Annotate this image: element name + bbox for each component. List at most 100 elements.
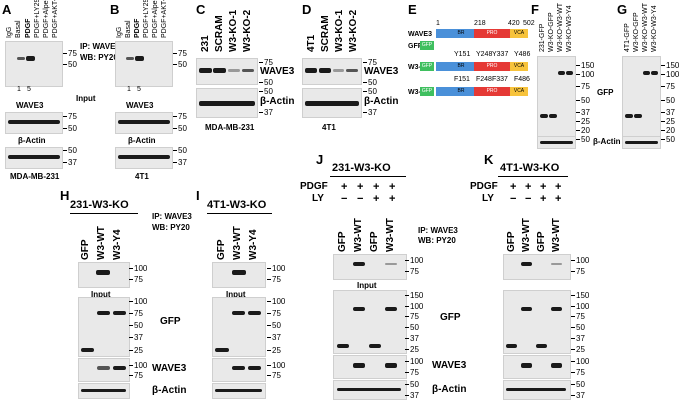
mw-marker: 50 bbox=[63, 124, 77, 133]
panel-title: 4T1-W3-KO bbox=[207, 199, 267, 211]
lane-label: W3-KO-1 bbox=[228, 9, 239, 52]
lane-label: PDGF+LY294002 bbox=[34, 0, 41, 38]
blot-actin bbox=[5, 147, 63, 169]
panel-label-h: H bbox=[60, 188, 70, 203]
mw-marker: 50 bbox=[259, 78, 273, 87]
domain-br: BR bbox=[448, 29, 474, 38]
mw-marker: 75 bbox=[405, 267, 419, 276]
mw-marker: 100 bbox=[570, 256, 590, 265]
mw-marker: 37 bbox=[405, 334, 419, 343]
mw-marker: 37 bbox=[576, 108, 590, 117]
lane-label: PDGF+AKT-inh bbox=[52, 0, 59, 38]
panel-label-k: K bbox=[484, 152, 494, 167]
mw-marker: 50 bbox=[576, 135, 590, 144]
wb-note: WB: PY20 bbox=[418, 236, 456, 245]
construct-label: GFP bbox=[408, 43, 423, 50]
site-label: F337 bbox=[492, 76, 508, 83]
mw-marker: 150 bbox=[570, 291, 590, 300]
lane-label: W3-WT bbox=[521, 218, 532, 252]
mw-marker: 37 bbox=[129, 333, 143, 342]
lane-label: Basal bbox=[125, 20, 132, 38]
treatment-sign: − bbox=[510, 193, 517, 205]
treatment-sign: − bbox=[525, 193, 532, 205]
mw-marker: 50 bbox=[173, 60, 187, 69]
input-label: Input bbox=[357, 281, 377, 290]
construct-label: W3-WT bbox=[408, 64, 432, 72]
lane-number: 1 bbox=[127, 86, 131, 93]
position-label: 1 bbox=[436, 20, 440, 27]
blot-actin bbox=[333, 380, 407, 400]
mw-marker: 75 bbox=[405, 312, 419, 321]
wave3-label: WAVE3 bbox=[152, 363, 187, 374]
input-label: Input bbox=[76, 94, 96, 103]
domain-whd bbox=[436, 87, 448, 96]
mw-marker: 50 bbox=[267, 321, 281, 330]
wave3-label: WAVE3 bbox=[432, 360, 467, 371]
mw-marker: 100 bbox=[404, 256, 424, 265]
domain-br: BR bbox=[448, 87, 474, 96]
actin-label: β-Actin bbox=[593, 137, 621, 146]
lane-label: W3-WT bbox=[385, 218, 396, 252]
actin-label: β-Actin bbox=[260, 96, 295, 107]
lane-label: W3-WT bbox=[353, 218, 364, 252]
title-underline bbox=[70, 213, 138, 214]
lane-label: W3-Y4 bbox=[248, 229, 259, 260]
mw-marker: 50 bbox=[661, 96, 675, 105]
mw-marker: 100 bbox=[266, 297, 286, 306]
mw-marker: 50 bbox=[571, 380, 585, 389]
treatment-sign: − bbox=[341, 193, 348, 205]
input-label: Input bbox=[91, 290, 111, 299]
blot-gfp bbox=[78, 297, 130, 357]
wb-note: WB: PY20 bbox=[152, 223, 190, 232]
mw-marker: 75 bbox=[173, 112, 187, 121]
mw-marker: 20 bbox=[661, 126, 675, 135]
gfp-label: GFP bbox=[160, 316, 181, 327]
lane-label: PDGF+Alpelisib bbox=[43, 0, 50, 38]
actin-label: β-Actin bbox=[152, 385, 187, 396]
blot-wave3 bbox=[196, 58, 258, 85]
lane-label: 4T1 bbox=[306, 34, 317, 52]
mw-marker: 100 bbox=[128, 264, 148, 273]
gfp-label: GFP bbox=[597, 88, 614, 97]
treatment-sign: + bbox=[373, 181, 380, 193]
panel-label-i: I bbox=[196, 188, 200, 203]
blot-wave3 bbox=[302, 58, 362, 85]
mw-marker: 75 bbox=[576, 82, 590, 91]
mw-marker: 150 bbox=[575, 61, 595, 70]
mw-marker: 75 bbox=[267, 371, 281, 380]
actin-label: β-Actin bbox=[18, 136, 46, 145]
blot-wave3 bbox=[115, 112, 173, 134]
lane-label: PDGF+Alpelisib bbox=[152, 0, 159, 38]
panel-label-a: A bbox=[2, 2, 12, 17]
lane-label: PDGF bbox=[134, 18, 141, 38]
lane-label: GFP bbox=[506, 231, 517, 252]
lane-label: W3-Y4 bbox=[112, 229, 123, 260]
mw-marker: 25 bbox=[129, 346, 143, 355]
blot-gfp bbox=[503, 290, 571, 354]
gfp-tag: GFP bbox=[420, 87, 434, 96]
blot-gfp bbox=[333, 290, 407, 354]
blot-gfp bbox=[537, 56, 576, 138]
mw-marker: 50 bbox=[259, 87, 273, 96]
wave3-label: WAVE3 bbox=[126, 101, 154, 110]
mw-marker: 25 bbox=[267, 346, 281, 355]
mw-marker: 50 bbox=[571, 323, 585, 332]
lane-label: W3-KO-GFP bbox=[548, 12, 555, 52]
mw-marker: 150 bbox=[660, 61, 680, 70]
position-label: 218 bbox=[474, 20, 486, 27]
mw-marker: 20 bbox=[576, 126, 590, 135]
treatment-sign: + bbox=[540, 181, 547, 193]
blot-actin bbox=[196, 88, 258, 118]
cell-line-label: 4T1 bbox=[135, 172, 149, 181]
wave3-label: WAVE3 bbox=[364, 66, 399, 77]
blot-wave3 bbox=[212, 358, 266, 382]
pdgf-label: PDGF bbox=[470, 181, 498, 192]
lane-label: GFP bbox=[216, 239, 227, 260]
mw-marker: 50 bbox=[661, 135, 675, 144]
mw-marker: 25 bbox=[571, 345, 585, 354]
ly-label: LY bbox=[312, 193, 324, 204]
treatment-sign: + bbox=[373, 193, 380, 205]
lane-label: W3-KO-W3-Y4 bbox=[651, 5, 658, 52]
mw-marker: 37 bbox=[259, 108, 273, 117]
treatment-sign: + bbox=[510, 181, 517, 193]
